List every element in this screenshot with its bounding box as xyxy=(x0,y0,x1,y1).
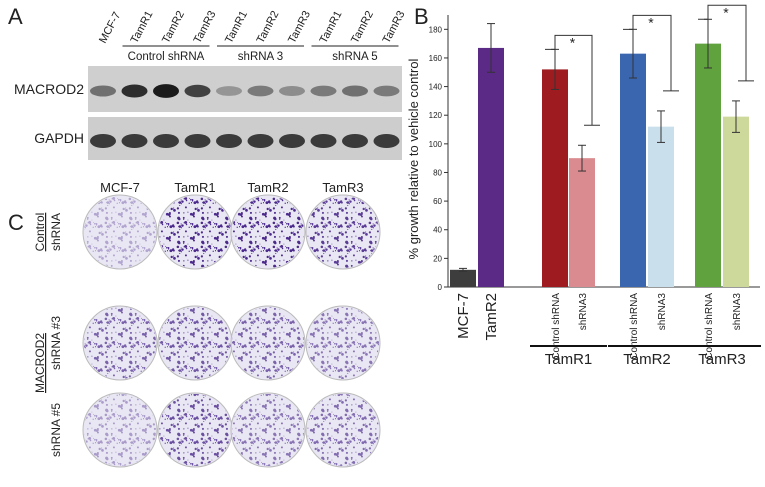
blot-band xyxy=(373,85,400,97)
blot-band xyxy=(184,84,211,98)
colony-stain xyxy=(307,394,379,466)
y-tick-label: 60 xyxy=(433,197,442,206)
x-tick-label: Control shRNA xyxy=(704,293,715,360)
group-label: TamR3 xyxy=(698,351,746,368)
colony-stain xyxy=(232,196,304,268)
bar xyxy=(450,269,476,287)
y-tick-label: 140 xyxy=(429,83,443,92)
lane-label: TamR2 xyxy=(160,9,187,45)
group-label: TamR2 xyxy=(623,351,671,368)
blot-band xyxy=(342,85,368,97)
lane-label: TamR3 xyxy=(381,9,408,45)
colony-stain xyxy=(232,394,304,466)
y-tick-label: 160 xyxy=(429,54,443,63)
lane-label: TamR2 xyxy=(255,9,282,45)
panel-label: A xyxy=(8,4,23,29)
bar xyxy=(695,43,721,288)
bar xyxy=(723,116,749,287)
row-label: Control xyxy=(33,213,47,252)
colony-stain xyxy=(232,307,304,379)
bar xyxy=(542,69,568,288)
blot-band xyxy=(216,134,242,148)
row-label: shRNA xyxy=(49,213,63,251)
blot-band xyxy=(90,85,116,97)
blot-band xyxy=(247,134,274,148)
significance-bracket xyxy=(545,34,600,126)
lane-label: TamR1 xyxy=(129,9,156,45)
y-tick-label: 180 xyxy=(429,25,443,34)
panel-label: C xyxy=(8,210,24,235)
x-tick-label: shRNA3 xyxy=(657,293,668,331)
blot-band xyxy=(184,134,211,148)
group-label: shRNA 5 xyxy=(332,51,377,63)
row-label: MACROD2 xyxy=(14,81,84,97)
colony-stain xyxy=(84,196,156,268)
significance-bracket xyxy=(623,14,679,92)
blot-band xyxy=(279,85,305,97)
x-tick-label: MCF-7 xyxy=(455,293,472,339)
colony-stain xyxy=(84,394,156,466)
row-label: shRNA #3 xyxy=(49,316,63,370)
bar xyxy=(569,158,595,287)
y-tick-label: 120 xyxy=(429,111,443,120)
significance-bracket xyxy=(698,4,754,82)
bar xyxy=(648,126,674,288)
column-label: TamR3 xyxy=(322,180,363,195)
lane-label: TamR2 xyxy=(349,9,376,45)
row-label: GAPDH xyxy=(34,130,84,146)
significance-star: * xyxy=(570,34,576,50)
blot-band xyxy=(310,134,337,148)
blot-band xyxy=(342,134,368,148)
colony-stain xyxy=(159,307,231,379)
colony-stain xyxy=(159,196,231,268)
colony-stain xyxy=(159,394,231,466)
x-tick-label: shRNA3 xyxy=(732,293,743,331)
blot-band xyxy=(373,134,400,148)
blot-band xyxy=(121,134,148,148)
blot-band xyxy=(247,85,274,97)
x-tick-label: shRNA3 xyxy=(578,293,589,331)
significance-star: * xyxy=(723,4,729,20)
bar xyxy=(478,47,504,287)
row-label: MACROD2 xyxy=(33,333,47,393)
blot-band xyxy=(121,84,148,98)
column-label: TamR1 xyxy=(174,180,215,195)
blot-band xyxy=(153,134,179,148)
lane-label: TamR3 xyxy=(286,9,313,45)
blot-band xyxy=(153,84,179,98)
group-label: shRNA 3 xyxy=(238,51,283,63)
lane-label: MCF-7 xyxy=(97,10,123,45)
x-tick-label: TamR2 xyxy=(483,293,500,341)
row-label: shRNA #5 xyxy=(49,403,63,457)
panel-label: B xyxy=(414,4,429,29)
x-tick-label: Control shRNA xyxy=(551,293,562,360)
bar xyxy=(620,53,646,287)
group-label: TamR1 xyxy=(545,351,593,368)
y-tick-label: 20 xyxy=(433,254,442,263)
lane-label: TamR1 xyxy=(223,9,250,45)
blot-band xyxy=(279,134,305,148)
colony-stain xyxy=(84,307,156,379)
colony-stain xyxy=(307,307,379,379)
y-tick-label: 80 xyxy=(433,168,442,177)
y-tick-label: 40 xyxy=(433,226,442,235)
group-label: Control shRNA xyxy=(128,51,205,63)
lane-label: TamR3 xyxy=(192,9,219,45)
x-tick-label: Control shRNA xyxy=(629,293,640,360)
lane-label: TamR1 xyxy=(318,9,345,45)
colony-stain xyxy=(307,196,379,268)
column-label: TamR2 xyxy=(247,180,288,195)
blot-band xyxy=(216,86,242,96)
y-axis-label: % growth relative to vehicle control xyxy=(406,58,421,259)
y-tick-label: 0 xyxy=(438,283,443,292)
blot-band xyxy=(310,85,337,97)
column-label: MCF-7 xyxy=(100,180,140,195)
y-tick-label: 100 xyxy=(429,140,443,149)
significance-star: * xyxy=(648,14,654,30)
blot-band xyxy=(90,134,116,148)
